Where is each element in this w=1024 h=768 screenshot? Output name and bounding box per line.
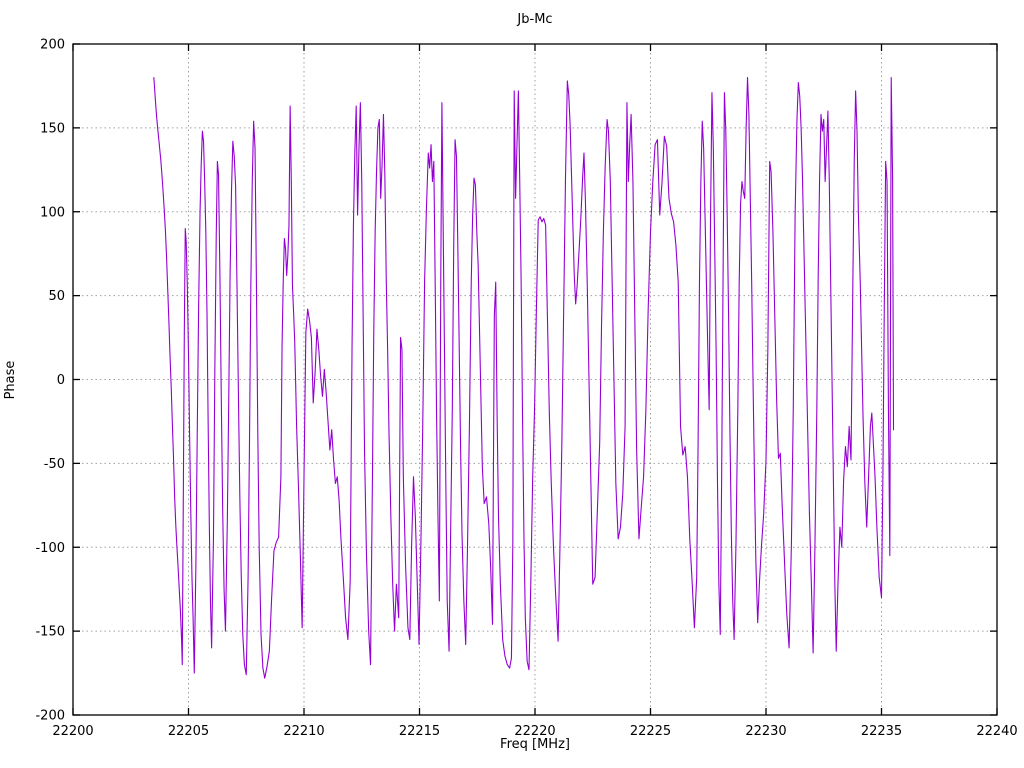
y-tick-label: 50 — [48, 289, 65, 304]
y-tick-label: 0 — [57, 373, 65, 388]
x-tick-label: 22200 — [52, 724, 93, 739]
x-tick-label: 22215 — [399, 724, 440, 739]
y-tick-label: -150 — [35, 625, 65, 640]
y-tick-label: -200 — [35, 709, 65, 724]
plot-border — [72, 43, 998, 716]
chart-title: Jb-Mc — [516, 12, 552, 27]
y-tick-label: 200 — [40, 38, 65, 53]
y-tick-label: -100 — [35, 541, 65, 556]
y-axis-label: Phase — [3, 361, 18, 400]
y-tick-label: -50 — [44, 457, 65, 472]
data-series — [153, 77, 895, 679]
x-tick-label: 22205 — [168, 724, 209, 739]
phase-line — [153, 77, 895, 679]
tick-labels: 22200 22205 22210 22215 22220 22225 22230 22235… — [35, 38, 1017, 740]
x-tick-label: 22235 — [861, 724, 902, 739]
x-tick-label: 22230 — [745, 724, 786, 739]
x-tick-label: 22220 — [514, 724, 555, 739]
x-axis-label: Freq [MHz] — [500, 737, 570, 752]
x-tick-label: 22225 — [630, 724, 671, 739]
y-tick-label: 150 — [40, 121, 65, 136]
x-tick-label: 22240 — [976, 724, 1017, 739]
x-tick-label: 22210 — [283, 724, 324, 739]
y-tick-label: 100 — [40, 205, 65, 220]
